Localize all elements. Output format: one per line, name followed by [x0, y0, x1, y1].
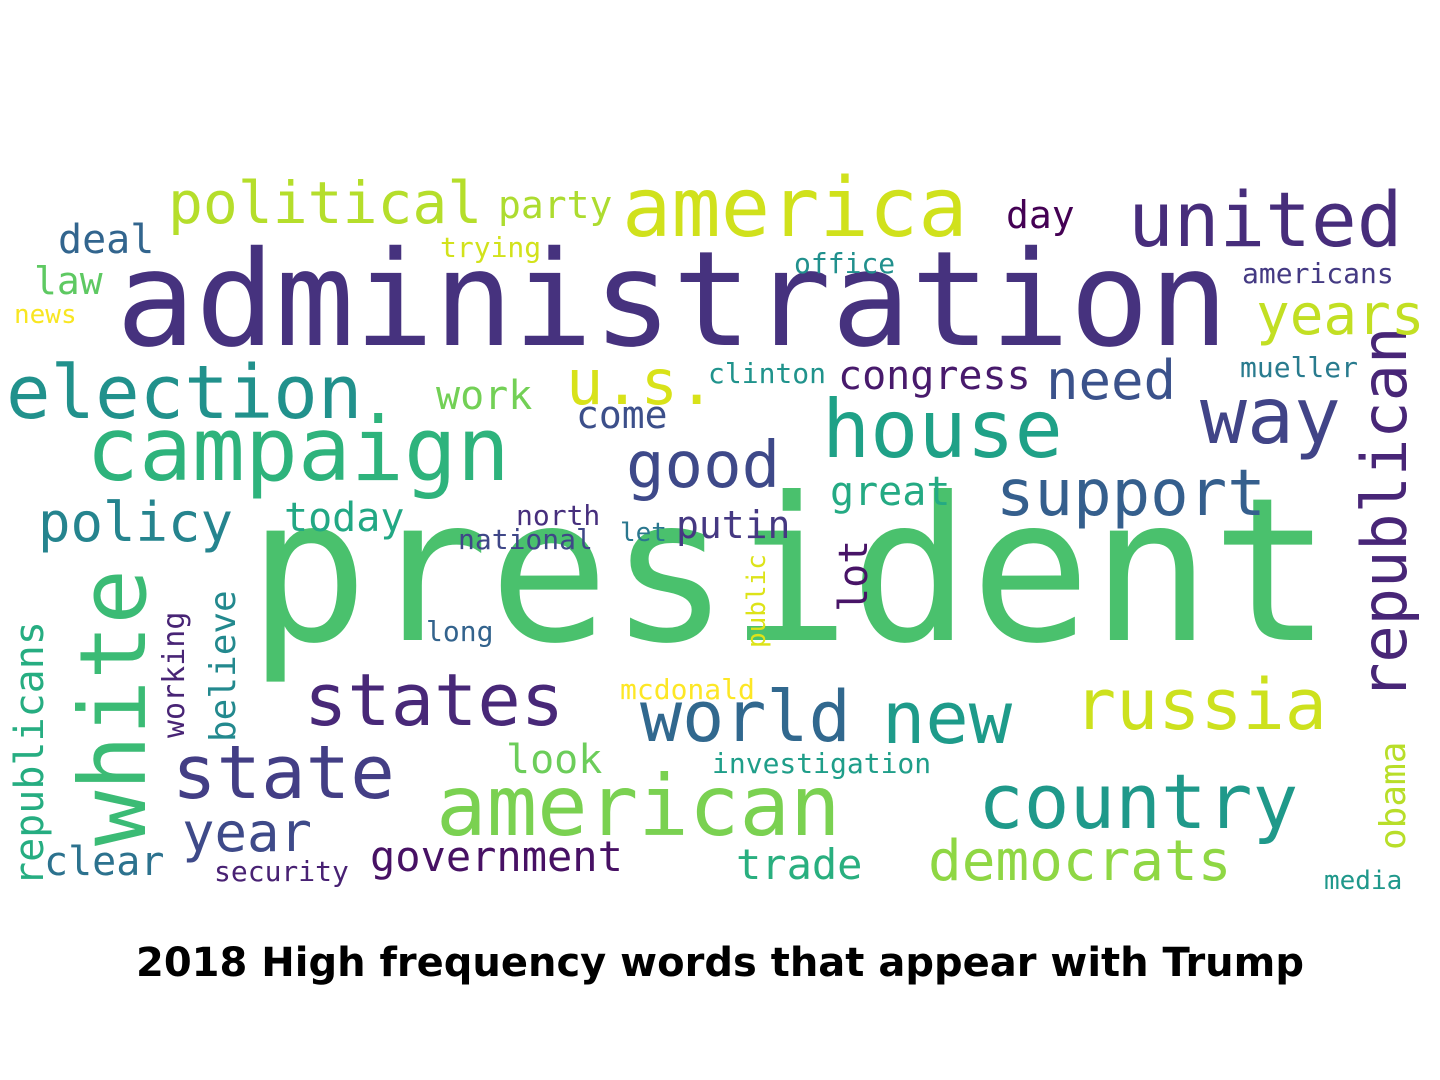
word-u-s: u.s. — [566, 346, 716, 419]
word-mcdonald: mcdonald — [620, 673, 755, 706]
word-mueller: mueller — [1240, 351, 1359, 384]
word-north: north — [516, 499, 601, 532]
word-public: public — [742, 554, 772, 648]
word-years: years — [1256, 283, 1425, 348]
word-states: states — [304, 658, 565, 742]
word-need: need — [1046, 349, 1177, 412]
word-day: day — [1006, 193, 1075, 237]
figure-caption: 2018 High frequency words that appear wi… — [136, 940, 1304, 986]
word-trying: trying — [440, 231, 542, 264]
word-american: american — [436, 757, 841, 855]
word-working: working — [157, 611, 192, 738]
word-obama: obama — [1373, 741, 1414, 850]
word-party: party — [498, 183, 613, 227]
word-support: support — [996, 457, 1266, 531]
word-believe: believe — [203, 590, 244, 742]
word-state: state — [172, 730, 395, 816]
word-clear: clear — [44, 839, 165, 885]
word-putin: putin — [676, 503, 791, 547]
word-security: security — [214, 855, 349, 888]
word-work: work — [436, 373, 533, 419]
word-government: government — [370, 832, 623, 881]
word-administration: administration — [116, 223, 1229, 377]
word-national: national — [458, 523, 593, 556]
word-democrats: democrats — [928, 829, 1232, 894]
word-good: good — [626, 429, 781, 503]
word-cloud: president administration campaign america am… — [6, 161, 1425, 896]
word-campaign: campaign — [86, 398, 510, 501]
word-investigation: investigation — [712, 747, 932, 780]
word-americans: americans — [1242, 257, 1394, 290]
word-republican: republican — [1348, 326, 1421, 700]
word-russia: russia — [1074, 664, 1327, 746]
word-come: come — [576, 393, 668, 437]
word-united: united — [1128, 175, 1403, 264]
word-today: today — [284, 495, 405, 541]
word-election: election — [6, 350, 363, 436]
word-congress: congress — [838, 353, 1031, 399]
word-new: new — [882, 676, 1013, 760]
word-house: house — [822, 383, 1063, 476]
word-media: media — [1324, 866, 1403, 896]
word-america: america — [622, 161, 968, 256]
word-year: year — [182, 801, 313, 864]
word-news: news — [14, 300, 77, 330]
word-look: look — [506, 737, 603, 783]
word-long: long — [426, 615, 494, 648]
word-president: president — [248, 455, 1332, 688]
word-office: office — [794, 247, 896, 280]
word-lot: lot — [831, 539, 877, 612]
word-deal: deal — [58, 217, 155, 263]
word-policy: policy — [38, 491, 234, 554]
word-country: country — [978, 757, 1299, 846]
word-let: let — [620, 518, 667, 548]
word-way: way — [1200, 372, 1341, 462]
word-world: world — [640, 676, 851, 758]
word-law: law — [34, 259, 103, 303]
word-trade: trade — [736, 840, 863, 889]
word-white: white — [60, 569, 167, 846]
word-great: great — [830, 469, 951, 515]
word-political: political — [168, 169, 483, 237]
word-clinton: clinton — [708, 357, 827, 390]
